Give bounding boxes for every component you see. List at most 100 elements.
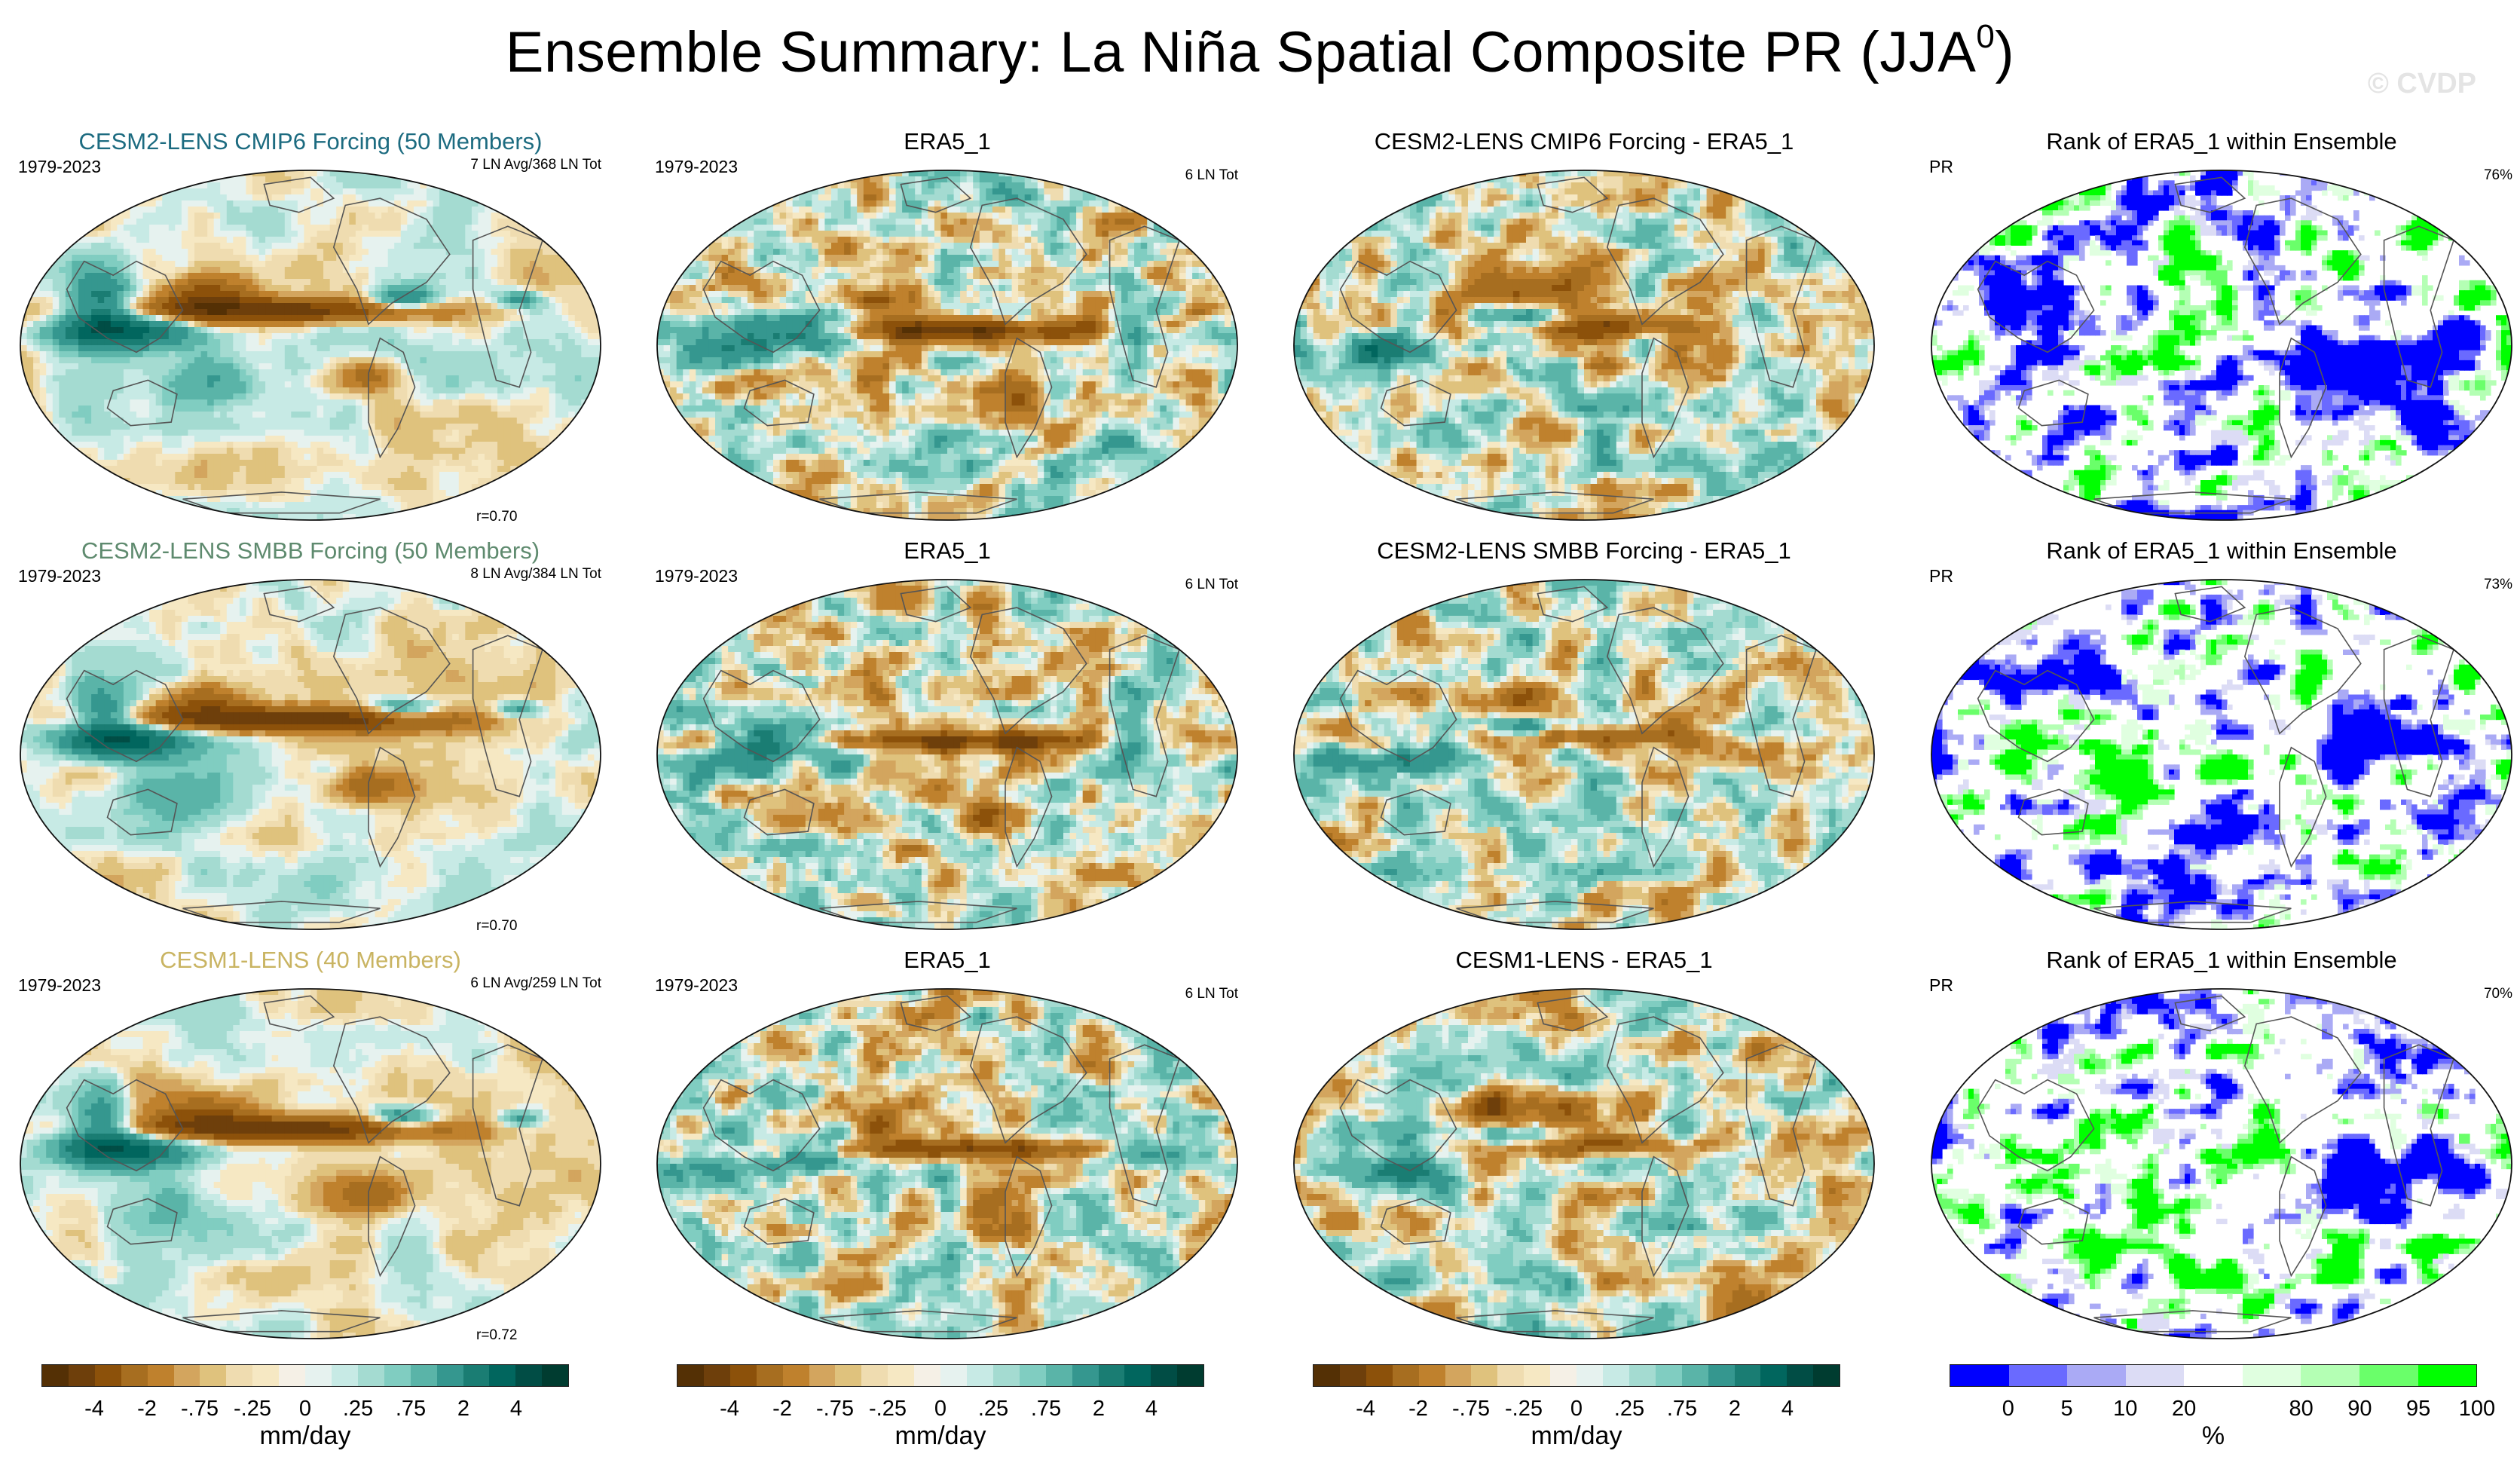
- colorbar-swatch: [1445, 1365, 1472, 1386]
- coastline: [66, 995, 543, 1333]
- field-cells: [1294, 989, 1874, 1339]
- colorbar-tick-label: 5: [2061, 1397, 2073, 1422]
- panel-title: CESM2-LENS SMBB Forcing - ERA5_1: [1283, 537, 1885, 565]
- colorbar-swatch: [436, 1365, 463, 1386]
- map-border: [20, 579, 601, 930]
- map-model: [20, 988, 601, 1339]
- colorbar-swatch: [992, 1365, 1020, 1386]
- colorbar-swatch: [542, 1365, 569, 1386]
- colorbar-tick-label: -.75: [816, 1397, 854, 1422]
- pattern-correlation: r=0.70: [476, 918, 517, 935]
- panel-title: CESM2-LENS CMIP6 Forcing (50 Members): [9, 128, 612, 155]
- coastline: [1339, 995, 1817, 1333]
- colorbar-tick-label: -4: [720, 1397, 739, 1422]
- colorbar-swatch: [200, 1365, 227, 1386]
- field-cells: [20, 170, 601, 520]
- colorbar-swatch: [1392, 1365, 1419, 1386]
- colorbar-tick-label: .25: [978, 1397, 1008, 1422]
- colorbar-swatch: [305, 1365, 332, 1386]
- title-close: ): [1995, 20, 2014, 84]
- colorbar-swatch: [1497, 1365, 1525, 1386]
- coastline: [1977, 176, 2454, 514]
- panel-rank-row2: Rank of ERA5_1 within Ensemble PR 73%: [1920, 537, 2520, 944]
- panel-title: ERA5_1: [646, 128, 1249, 155]
- colorbar-swatch: [809, 1365, 836, 1386]
- colorbar-tick-label: 95: [2406, 1397, 2430, 1422]
- panel-title: ERA5_1: [646, 537, 1249, 565]
- colorbar-swatch: [756, 1365, 783, 1386]
- colorbar-tick-label: 0: [299, 1397, 311, 1422]
- map-rank: [1931, 170, 2512, 521]
- period-label: 1979-2023: [655, 157, 738, 177]
- cvdp-watermark: © CVDP: [2368, 68, 2476, 100]
- colorbar-tick-label: 2: [457, 1397, 469, 1422]
- panel-title: CESM1-LENS - ERA5_1: [1283, 947, 1885, 974]
- period-label: 1979-2023: [18, 975, 101, 996]
- colorbar-swatch: [1124, 1365, 1151, 1386]
- colorbar-swatches: [1313, 1364, 1840, 1387]
- panel-title: CESM2-LENS SMBB Forcing (50 Members): [9, 537, 612, 565]
- map-border: [1293, 579, 1875, 930]
- variable-label: PR: [1929, 157, 1953, 177]
- colorbar-swatch: [1655, 1365, 1682, 1386]
- coastline: [66, 586, 543, 923]
- colorbar-swatches: [41, 1364, 569, 1387]
- colorbar-swatch: [1471, 1365, 1498, 1386]
- map-border: [656, 988, 1238, 1339]
- colorbar-tick-label: 80: [2289, 1397, 2314, 1422]
- event-count: 8 LN Avg/384 LN Tot: [470, 566, 601, 583]
- panel-title: CESM2-LENS CMIP6 Forcing - ERA5_1: [1283, 128, 1885, 155]
- colorbar-swatches: [1950, 1364, 2477, 1387]
- colorbar-swatch: [2184, 1365, 2243, 1386]
- colorbar-swatch: [1760, 1365, 1788, 1386]
- colorbar-swatch: [173, 1365, 200, 1386]
- title-text: Ensemble Summary: La Niña Spatial Compos…: [506, 20, 1977, 84]
- panel-obs-row3: ERA5_1 1979-2023 6 LN Tot: [646, 947, 1249, 1354]
- colorbar-swatch: [410, 1365, 437, 1386]
- panel-title: ERA5_1: [646, 947, 1249, 974]
- colorbar-units: mm/day: [260, 1422, 351, 1451]
- map-model: [20, 579, 601, 930]
- panel-title: Rank of ERA5_1 within Ensemble: [1920, 537, 2520, 565]
- page-title: Ensemble Summary: La Niña Spatial Compos…: [0, 18, 2520, 85]
- colorbar-swatch: [2359, 1365, 2418, 1386]
- colorbar-tick-label: -2: [1408, 1397, 1428, 1422]
- map-border: [656, 579, 1238, 930]
- rank-percent: 73%: [2484, 577, 2512, 593]
- colorbar-swatch: [68, 1365, 95, 1386]
- colorbar-swatch: [1339, 1365, 1366, 1386]
- colorbar-swatch: [966, 1365, 993, 1386]
- colorbar-swatch: [2067, 1365, 2126, 1386]
- colorbar-swatch: [2008, 1365, 2068, 1386]
- colorbar-swatch: [384, 1365, 411, 1386]
- colorbar-swatch: [226, 1365, 253, 1386]
- colorbar-tick-label: 4: [1781, 1397, 1794, 1422]
- colorbar-swatches: [677, 1364, 1204, 1387]
- panel-diff-row3: CESM1-LENS - ERA5_1: [1283, 947, 1885, 1354]
- colorbar-units: mm/day: [1531, 1422, 1622, 1451]
- colorbar-tick-label: 0: [1570, 1397, 1583, 1422]
- panel-title: CESM1-LENS (40 Members): [9, 947, 612, 974]
- panel-model-row3: CESM1-LENS (40 Members) 1979-2023 6 LN Avg…: [9, 947, 612, 1354]
- colorbar-tick-label: .75: [1031, 1397, 1061, 1422]
- colorbar-swatch: [147, 1365, 174, 1386]
- colorbar-tick-label: -2: [137, 1397, 157, 1422]
- colorbar-tick-label: 2: [1729, 1397, 1741, 1422]
- period-label: 1979-2023: [18, 157, 101, 177]
- colorbar-swatch: [782, 1365, 809, 1386]
- colorbar-swatch: [2242, 1365, 2301, 1386]
- colorbar-swatch: [42, 1365, 69, 1386]
- colorbar-swatch: [1629, 1365, 1656, 1386]
- period-label: 1979-2023: [655, 975, 738, 996]
- colorbar-swatch: [1072, 1365, 1099, 1386]
- coastline: [702, 176, 1180, 514]
- coastline: [1339, 586, 1817, 923]
- colorbar-tick-label: -.25: [869, 1397, 907, 1422]
- rank-percent: 70%: [2484, 986, 2512, 1002]
- colorbar-swatch: [677, 1365, 704, 1386]
- colorbar-swatch: [1314, 1365, 1340, 1386]
- title-superscript: 0: [1976, 18, 1995, 55]
- colorbar-tick-label: 4: [1145, 1397, 1158, 1422]
- map-diff: [1293, 988, 1875, 1339]
- colorbar-swatch: [1602, 1365, 1629, 1386]
